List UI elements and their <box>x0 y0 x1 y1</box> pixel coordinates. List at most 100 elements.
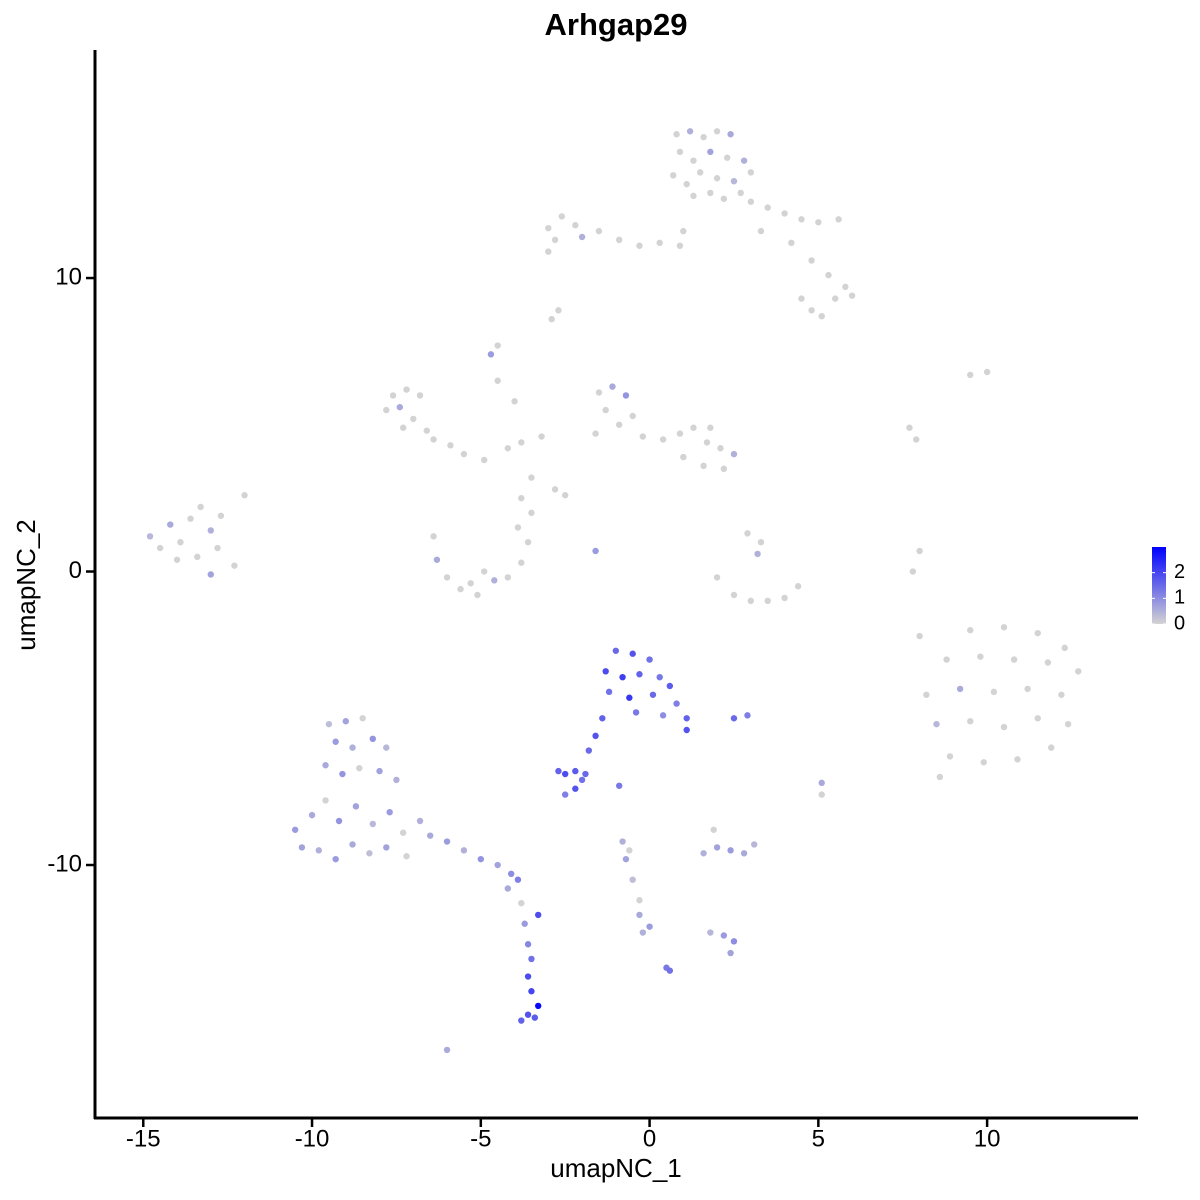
cell-point <box>835 216 842 223</box>
cell-point <box>977 653 984 660</box>
cell-point <box>443 574 451 581</box>
cell-point <box>724 154 731 161</box>
cell-point <box>524 538 532 546</box>
cell-point <box>690 157 697 164</box>
cell-point <box>582 770 589 778</box>
y-tick-label: 0 <box>69 557 82 584</box>
cell-point <box>578 233 586 241</box>
cell-point <box>636 242 643 249</box>
cell-point <box>551 236 559 244</box>
cell-point <box>474 591 481 599</box>
cell-point <box>592 430 599 437</box>
cell-point <box>713 574 721 581</box>
x-tick-label: -5 <box>470 1125 491 1152</box>
cell-point <box>383 744 390 751</box>
cell-point <box>720 465 728 473</box>
cell-point <box>747 169 755 176</box>
cell-point <box>707 424 714 431</box>
cell-point <box>156 544 164 552</box>
cell-point <box>639 433 647 440</box>
cell-point <box>504 445 512 452</box>
colorbar-label: 0 <box>1174 612 1185 634</box>
cell-point <box>467 580 474 587</box>
cell-point <box>349 841 356 848</box>
cell-point <box>352 803 360 810</box>
cell-point <box>913 436 920 443</box>
cell-point <box>798 295 805 302</box>
cell-point <box>551 486 559 493</box>
cell-point <box>555 767 562 775</box>
cell-point <box>308 811 316 819</box>
cell-point <box>1064 720 1072 728</box>
cell-point <box>528 988 535 995</box>
cell-point <box>538 433 545 440</box>
cell-point <box>676 430 684 437</box>
cell-point <box>740 850 748 857</box>
cell-point <box>507 870 515 878</box>
cell-point <box>433 556 441 563</box>
cell-point <box>332 855 339 863</box>
cell-point <box>710 826 717 833</box>
cell-point <box>632 709 640 716</box>
colorbar-label: 2 <box>1174 561 1185 583</box>
cell-point <box>815 219 822 226</box>
cell-point <box>217 512 225 519</box>
cell-point <box>680 453 687 461</box>
cell-point <box>980 759 987 766</box>
cell-point <box>548 315 555 323</box>
cell-point <box>325 720 333 728</box>
cell-point <box>808 307 815 314</box>
cell-point <box>713 128 721 135</box>
cell-point <box>764 204 771 211</box>
cell-point <box>386 808 393 816</box>
cell-point <box>558 213 566 220</box>
cell-point <box>595 389 603 396</box>
cell-point <box>906 424 913 431</box>
cell-point <box>518 439 525 446</box>
cell-point <box>646 656 653 663</box>
cell-point <box>649 691 657 698</box>
points <box>146 128 1082 1054</box>
cell-point <box>629 876 636 883</box>
cell-point <box>1000 723 1008 731</box>
cell-point <box>848 292 856 299</box>
cell-point <box>572 767 579 775</box>
cell-point <box>967 371 974 379</box>
cell-point <box>528 955 535 963</box>
cell-point <box>1014 756 1021 763</box>
cell-point <box>146 533 154 540</box>
cell-point <box>1000 624 1008 631</box>
cell-point <box>967 627 974 634</box>
cell-point <box>518 494 525 502</box>
cell-point <box>518 559 525 566</box>
cell-point <box>646 923 653 930</box>
cell-point <box>173 556 181 563</box>
cell-point <box>494 861 501 869</box>
cell-point <box>298 844 306 851</box>
cell-point <box>322 797 329 804</box>
cell-point <box>460 847 468 854</box>
cell-point <box>524 1011 532 1018</box>
cell-point <box>578 776 586 784</box>
cell-point <box>487 351 495 358</box>
cell-point <box>602 668 609 675</box>
cell-point <box>545 248 552 255</box>
cell-point <box>416 817 424 825</box>
cell-point <box>585 747 593 754</box>
cell-point <box>416 392 424 399</box>
cell-point <box>788 239 795 247</box>
cell-point <box>666 682 674 690</box>
cell-point <box>430 533 437 540</box>
cell-point <box>291 826 299 833</box>
cell-point <box>534 1002 542 1010</box>
cell-point <box>616 421 623 428</box>
cell-point <box>524 941 532 948</box>
cell-point <box>737 189 744 197</box>
cell-point <box>842 283 849 291</box>
cell-point <box>1024 685 1031 693</box>
cell-point <box>943 656 950 663</box>
x-tick-label: -10 <box>295 1125 330 1152</box>
cell-point <box>916 547 923 555</box>
cell-point <box>720 932 728 939</box>
cell-point <box>504 574 512 581</box>
